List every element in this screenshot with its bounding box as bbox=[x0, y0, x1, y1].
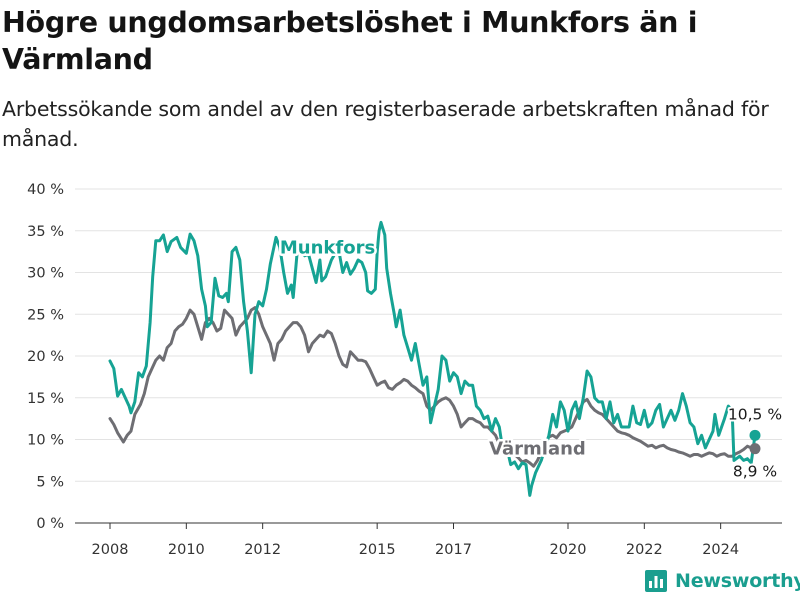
series-line-varmland bbox=[108, 306, 757, 468]
x-tick-label: 2022 bbox=[626, 542, 663, 558]
y-tick-label: 30 % bbox=[27, 266, 64, 282]
end-point-varmland bbox=[749, 443, 761, 455]
axes: 0 % 5 % 10 % 15 % 20 % 25 % 30 % 35 % 40 % 2008 20… bbox=[27, 182, 782, 558]
x-tick-label: 2012 bbox=[244, 542, 281, 558]
x-tick-label: 2010 bbox=[168, 542, 205, 558]
series-name-label: Munkfors bbox=[280, 237, 375, 258]
grid-lines bbox=[75, 188, 782, 482]
y-tick-label: 15 % bbox=[27, 391, 64, 407]
y-tick-label: 40 % bbox=[27, 182, 64, 198]
end-value-label: 10,5 % bbox=[728, 405, 782, 423]
series-labels: 10,5 % 8,9 % Munkfors Värmland bbox=[277, 235, 784, 483]
bar-chart-logo-icon bbox=[645, 570, 667, 592]
y-tick-label: 0 % bbox=[36, 516, 64, 532]
y-tick-label: 20 % bbox=[27, 349, 64, 365]
x-tick-label: 2020 bbox=[550, 542, 587, 558]
end-point-munkfors bbox=[749, 429, 761, 441]
y-tick-label: 25 % bbox=[27, 307, 64, 323]
brand: Newsworthy bbox=[645, 570, 800, 592]
series-line-munkfors bbox=[108, 220, 757, 497]
series-lines bbox=[108, 220, 761, 497]
x-tick-label: 2008 bbox=[92, 542, 129, 558]
end-value-label: 8,9 % bbox=[733, 463, 777, 481]
y-tick-label: 35 % bbox=[27, 224, 64, 240]
x-tick-label: 2024 bbox=[702, 542, 739, 558]
line-chart: 0 % 5 % 10 % 15 % 20 % 25 % 30 % 35 % 40 % 2008 20… bbox=[27, 182, 784, 558]
brand-name: Newsworthy bbox=[675, 570, 800, 592]
x-tick-label: 2015 bbox=[359, 542, 396, 558]
x-tick-label: 2017 bbox=[435, 542, 472, 558]
y-tick-label: 5 % bbox=[36, 474, 64, 490]
series-name-label: Värmland bbox=[489, 439, 586, 460]
page-subtitle: Arbetssökande som andel av den registerb… bbox=[2, 97, 769, 151]
page-title: Högre ungdomsarbetslöshet i Munkfors än … bbox=[2, 6, 698, 76]
y-tick-label: 10 % bbox=[27, 433, 64, 449]
